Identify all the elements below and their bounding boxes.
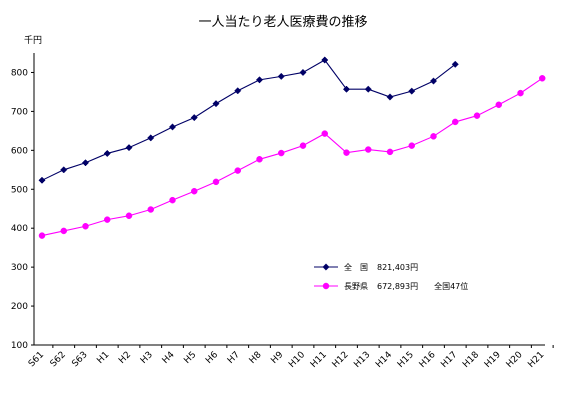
data-point (322, 282, 330, 290)
data-point (343, 149, 350, 156)
series-group (38, 56, 546, 239)
y-tick-label: 200 (11, 302, 28, 312)
data-point (322, 263, 330, 271)
data-point (452, 118, 459, 126)
data-point (321, 130, 328, 137)
data-point (191, 187, 198, 195)
x-tick-label: H14 (374, 350, 394, 370)
data-point (255, 76, 264, 84)
x-tick-label: S61 (27, 350, 46, 369)
x-tick-label: H10 (287, 350, 307, 370)
data-point (234, 167, 241, 174)
data-point (234, 87, 242, 95)
y-tick-label: 300 (11, 263, 28, 273)
data-point (430, 133, 437, 140)
data-point (256, 156, 263, 163)
data-point (386, 148, 394, 156)
x-tick-label: H19 (483, 350, 503, 370)
data-point (103, 149, 111, 158)
y-tick-label: 100 (11, 341, 28, 351)
data-point (190, 114, 198, 122)
data-point (539, 75, 546, 82)
data-point (386, 93, 394, 101)
x-tick-label: H5 (182, 350, 198, 366)
axes: 100 200 300 400 500 600 700 800 S61 S62 S63 H1 H2 H3 H… (11, 53, 554, 370)
data-point (342, 85, 351, 93)
data-point (299, 142, 307, 149)
data-point (473, 112, 481, 119)
x-tick-label: H4 (161, 350, 177, 366)
y-tick-label: 700 (11, 107, 28, 117)
x-tick-label: H12 (331, 350, 351, 370)
data-point (60, 227, 67, 235)
x-tick-label: H18 (461, 350, 481, 370)
data-point (212, 100, 220, 108)
data-point (365, 146, 372, 153)
data-point (104, 216, 111, 223)
data-point (147, 134, 155, 142)
data-point (212, 178, 220, 186)
x-tick-label: H3 (139, 350, 155, 366)
data-point (82, 223, 89, 230)
data-point (408, 142, 415, 149)
x-tick-label: H21 (526, 350, 546, 370)
series-0 (38, 56, 459, 184)
data-point (408, 87, 416, 95)
series-line (41, 59, 456, 181)
x-tick-label: H11 (309, 350, 329, 370)
data-point (38, 176, 46, 184)
data-point (38, 232, 46, 239)
x-tick-label: H20 (505, 350, 525, 370)
series-1 (38, 75, 546, 239)
data-point (60, 166, 68, 174)
y-tick-label: 800 (11, 68, 28, 78)
data-point (517, 89, 524, 97)
data-point (321, 56, 329, 64)
data-point (125, 144, 133, 152)
x-tick-label: H9 (269, 350, 285, 366)
x-tick-label: H7 (226, 350, 242, 366)
legend-name: 全 国 (344, 262, 368, 272)
data-point (147, 206, 154, 213)
data-point (278, 149, 285, 157)
x-tick-label: H2 (117, 350, 133, 366)
y-tick-label: 400 (11, 224, 28, 234)
legend-entry: 全 国 821,403円 (314, 262, 418, 272)
data-point (364, 85, 372, 93)
chart-title: 一人当たり老人医療費の推移 (198, 15, 367, 30)
data-point (168, 123, 177, 131)
legend-annotation: 821,403円 (377, 263, 418, 272)
x-tick-label: H17 (439, 350, 459, 370)
data-point (495, 101, 502, 109)
x-tick-label: H15 (396, 350, 416, 370)
legend-name: 長野県 (344, 282, 368, 291)
y-axis-label: 千円 (24, 35, 42, 46)
y-tick-label: 600 (11, 146, 28, 156)
x-tick-label: H13 (352, 350, 372, 370)
x-tick-label: H8 (248, 350, 264, 366)
legend-annotation: 672,893円 全国47位 (377, 281, 468, 291)
data-point (81, 159, 90, 167)
x-tick-label: S62 (49, 350, 68, 369)
series-line (41, 77, 543, 237)
data-point (429, 77, 438, 85)
y-tick-label: 500 (11, 185, 28, 195)
x-tick-label: S63 (70, 350, 89, 369)
x-tick-label: H16 (418, 350, 438, 370)
data-point (169, 196, 176, 204)
data-point (125, 212, 133, 219)
data-point (451, 60, 459, 68)
x-tick-label: H6 (204, 350, 220, 366)
data-point (277, 72, 285, 80)
data-point (299, 68, 307, 77)
x-tick-label: H1 (95, 350, 111, 366)
legend-entry: 長野県 672,893円 全国47位 (314, 281, 468, 291)
